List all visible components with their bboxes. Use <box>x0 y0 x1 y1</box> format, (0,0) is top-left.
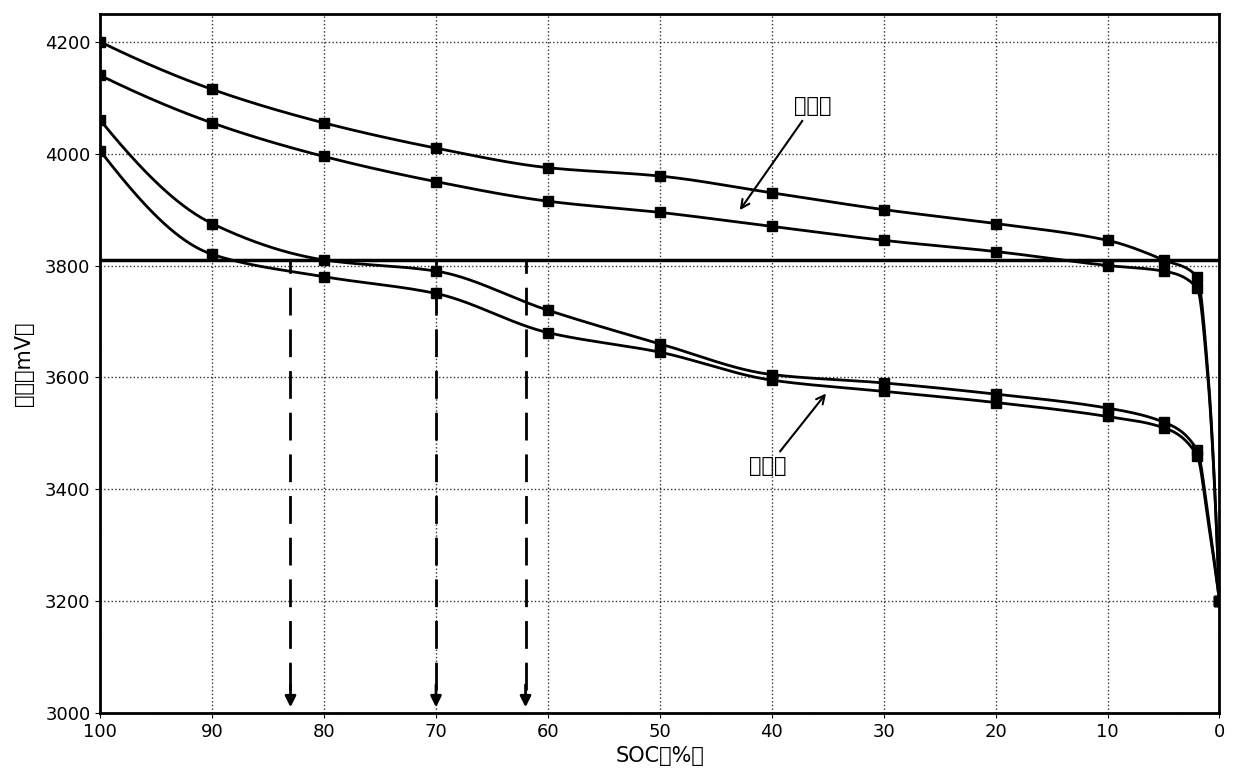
Text: 重载荷: 重载荷 <box>750 395 825 477</box>
X-axis label: SOC（%）: SOC（%） <box>616 746 704 766</box>
Y-axis label: 电压（mV）: 电压（mV） <box>14 321 33 406</box>
Text: 轻载荷: 轻载荷 <box>741 96 831 208</box>
